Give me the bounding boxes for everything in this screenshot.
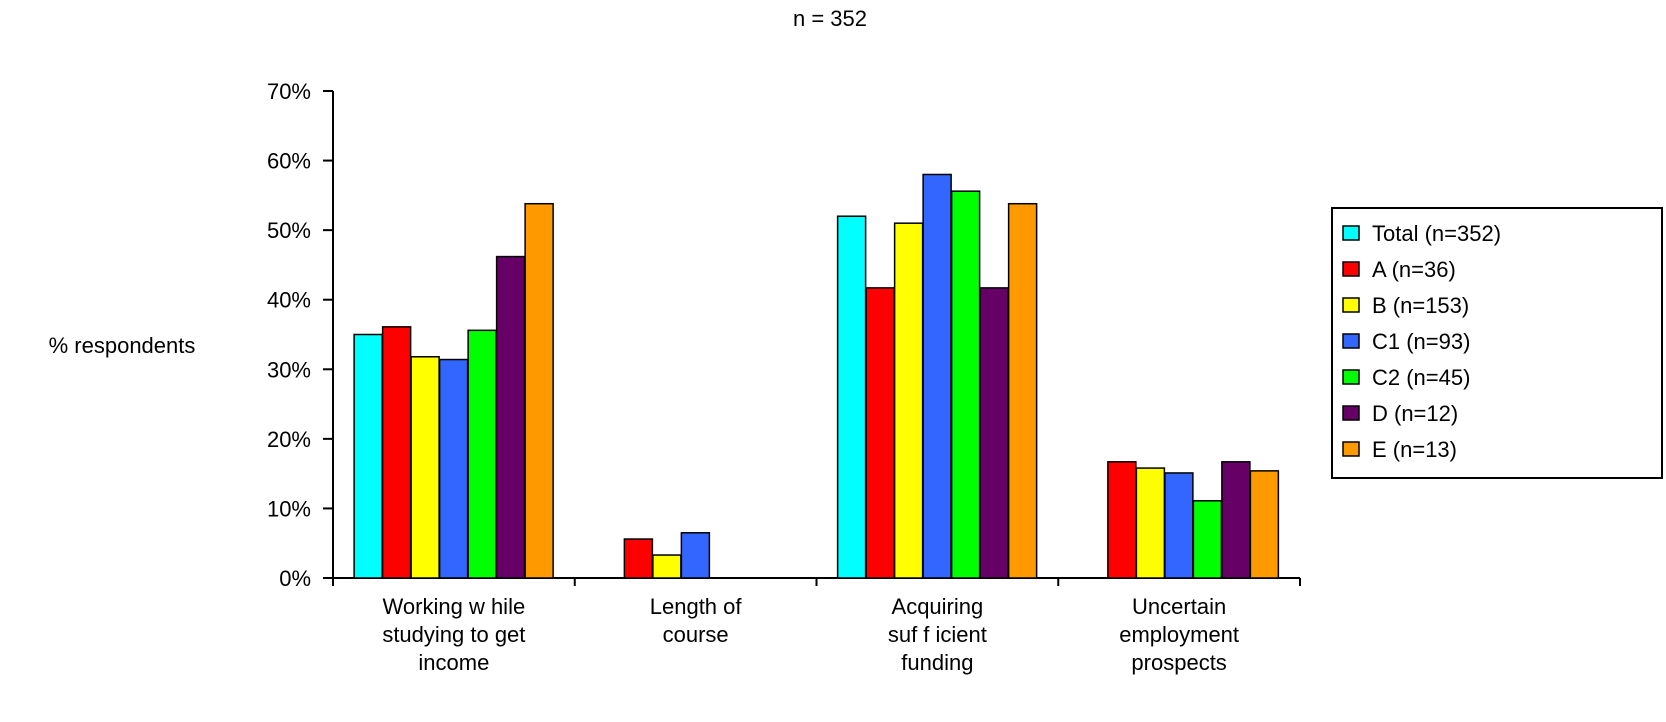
legend-item: C1 (n=93) (1342, 329, 1470, 354)
y-tick-label: 10% (267, 496, 311, 521)
x-category-label: Acquiring suf f icient funding (888, 594, 987, 675)
bar (922, 173, 952, 579)
bar (893, 222, 924, 579)
legend-label: E (n=13) (1372, 437, 1457, 462)
legend-item: C2 (n=45) (1342, 365, 1470, 390)
legend-swatch (1342, 333, 1360, 349)
bar (438, 358, 469, 579)
bar (680, 532, 711, 579)
legend-swatch (1342, 261, 1360, 277)
bar (652, 554, 682, 579)
bar (495, 255, 526, 579)
legend-label: D (n=12) (1372, 401, 1458, 426)
y-tick-label: 50% (267, 218, 311, 243)
bar (623, 538, 654, 579)
bar (1192, 500, 1223, 579)
bar (353, 333, 383, 579)
legend-item: B (n=153) (1342, 293, 1469, 318)
bar (836, 215, 867, 579)
legend-label: A (n=36) (1372, 257, 1456, 282)
bar (1007, 202, 1038, 579)
legend-item: Total (n=352) (1342, 221, 1501, 246)
legend-item: E (n=13) (1342, 437, 1457, 462)
bar (381, 326, 412, 579)
plot-area: 0% 10% 20% 30% 40% 50% 60% 70% Working w hile stu… (267, 79, 1301, 675)
y-tick-label: 40% (267, 288, 311, 313)
bar (1221, 461, 1251, 579)
legend-swatch (1342, 297, 1360, 313)
legend-label: B (n=153) (1372, 293, 1469, 318)
bar (410, 356, 440, 579)
y-axis-label: % respondents (49, 333, 196, 358)
legend: Total (n=352) A (n=36) B (n=153) C1 (n=93) C… (1331, 207, 1663, 479)
legend-label: Total (n=352) (1372, 221, 1501, 246)
x-category-label: Uncertain employment prospects (1119, 594, 1239, 675)
legend-label: C2 (n=45) (1372, 365, 1470, 390)
legend-item: D (n=12) (1342, 401, 1458, 426)
legend-box (1331, 207, 1663, 479)
legend-item: A (n=36) (1342, 257, 1456, 282)
y-tick-label: 20% (267, 427, 311, 452)
y-tick-label: 30% (267, 357, 311, 382)
bar (865, 287, 895, 579)
legend-swatch (1342, 441, 1360, 457)
bar (1135, 467, 1166, 579)
x-category-label: Length of course (650, 594, 743, 647)
y-tick-label: 0% (279, 566, 311, 591)
bar (979, 287, 1009, 579)
bar (524, 202, 554, 579)
bar (467, 329, 497, 579)
legend-swatch (1342, 369, 1360, 385)
x-category-label: Working w hile studying to get income (382, 594, 525, 675)
legend-label: C1 (n=93) (1372, 329, 1470, 354)
legend-swatch (1342, 405, 1360, 421)
bar (1164, 472, 1194, 579)
legend-swatch (1342, 225, 1360, 241)
chart-title: n = 352 (793, 6, 867, 31)
y-tick-label: 70% (267, 79, 311, 104)
bar (950, 190, 981, 579)
bar (1107, 461, 1137, 579)
bar (1249, 470, 1280, 579)
y-tick-label: 60% (267, 149, 311, 174)
